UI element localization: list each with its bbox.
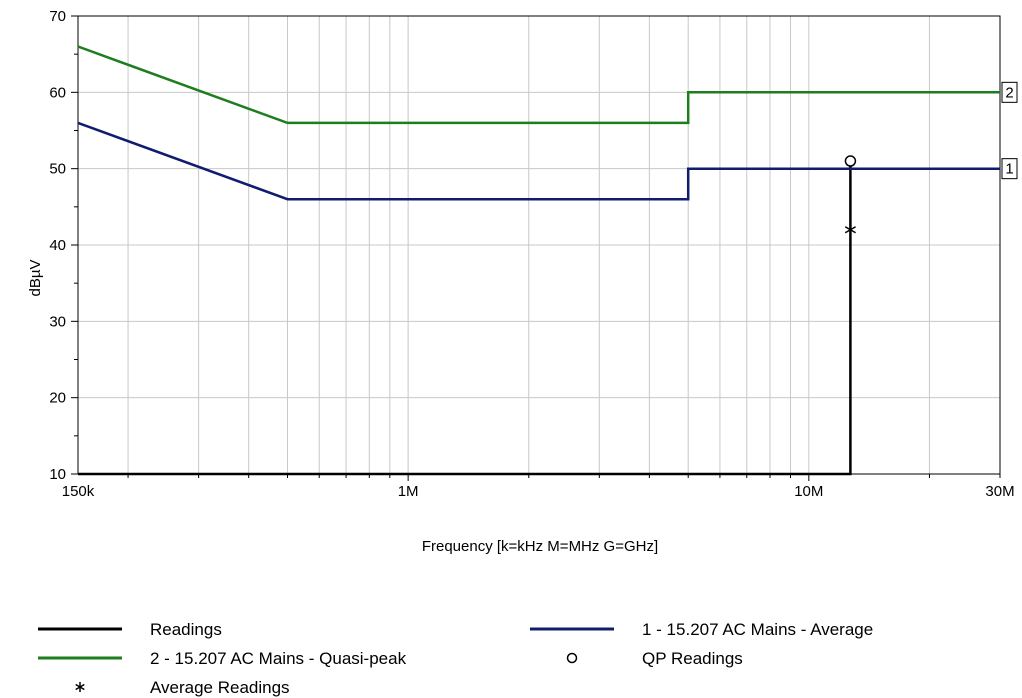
y-tick-label: 70 bbox=[49, 8, 66, 25]
x-tick-label: 10M bbox=[794, 483, 823, 500]
legend-swatch-star bbox=[75, 683, 85, 691]
legend-item: 1 - 15.207 AC Mains - Average bbox=[530, 620, 873, 639]
average-reading-marker bbox=[844, 223, 856, 236]
y-tick-label: 30 bbox=[49, 313, 66, 330]
series-line bbox=[77, 45, 1000, 125]
tick-labels: 10 20 30 40 50 60 70 150k 1M 10M 30M bbox=[49, 8, 1014, 500]
series-line bbox=[77, 121, 1000, 201]
legend-item: QP Readings bbox=[566, 649, 743, 668]
legend-label: 1 - 15.207 AC Mains - Average bbox=[642, 620, 873, 639]
series-end-tag-box bbox=[1001, 81, 1018, 103]
x-tick-label: 30M bbox=[985, 483, 1014, 500]
series-layer bbox=[77, 45, 1000, 476]
qp-reading-marker bbox=[844, 155, 857, 167]
series-end-tag: 1 bbox=[1005, 161, 1013, 178]
x-axis-title: Frequency [k=kHz M=MHz G=GHz] bbox=[422, 538, 658, 555]
legend-item: Readings bbox=[38, 620, 222, 639]
series-end-tag-box bbox=[1001, 158, 1018, 180]
markers bbox=[844, 155, 857, 236]
y-tick-label: 20 bbox=[49, 390, 66, 407]
series-line bbox=[78, 161, 852, 476]
legend-label: QP Readings bbox=[642, 649, 743, 668]
series-end-tag: 2 bbox=[1005, 84, 1013, 101]
legend-item: 2 - 15.207 AC Mains - Quasi-peak bbox=[38, 649, 407, 668]
legend: Readings 1 - 15.207 AC Mains - Average 2 -… bbox=[38, 620, 873, 697]
y-axis-title: dBµV bbox=[27, 260, 44, 297]
legend-swatch-circle bbox=[566, 652, 578, 664]
grid bbox=[78, 15, 1001, 475]
x-tick-label: 150k bbox=[62, 483, 95, 500]
y-tick-label: 40 bbox=[49, 237, 66, 254]
y-tick-label: 50 bbox=[49, 161, 66, 178]
x-tick-label: 1M bbox=[398, 483, 419, 500]
y-tick-label: 60 bbox=[49, 84, 66, 101]
legend-label: 2 - 15.207 AC Mains - Quasi-peak bbox=[150, 649, 407, 668]
star-stroke bbox=[844, 226, 856, 234]
legend-item: Average Readings bbox=[75, 678, 290, 697]
legend-label: Average Readings bbox=[150, 678, 290, 697]
end-tags: 21 bbox=[1001, 81, 1018, 180]
y-tick-label: 10 bbox=[49, 466, 66, 483]
legend-label: Readings bbox=[150, 620, 222, 639]
